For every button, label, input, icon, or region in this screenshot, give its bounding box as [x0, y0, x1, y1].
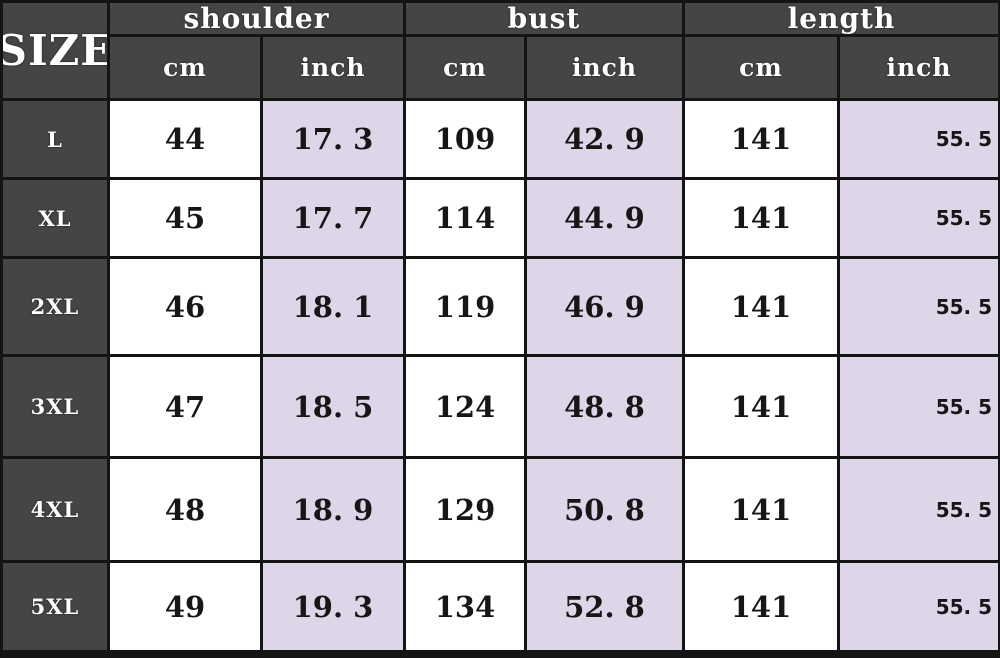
row-label-3xl: 3XL: [3, 357, 107, 456]
cell-4xl-length-inch: 55. 5: [840, 459, 998, 560]
cell-4xl-shoulder-inch: 18. 9: [263, 459, 403, 560]
cell-xl-bust-inch: 44. 9: [527, 180, 682, 256]
cell-3xl-bust-cm: 124: [406, 357, 524, 456]
row-label-2xl: 2XL: [3, 259, 107, 354]
cell-3xl-length-cm: 141: [685, 357, 837, 456]
cell-4xl-bust-inch: 50. 8: [527, 459, 682, 560]
group-header-bust: bust: [406, 3, 682, 34]
cell-xl-bust-cm: 114: [406, 180, 524, 256]
cell-5xl-shoulder-inch: 19. 3: [263, 563, 403, 650]
cell-xl-shoulder-cm: 45: [110, 180, 260, 256]
cell-l-bust-inch: 42. 9: [527, 101, 682, 177]
cell-l-shoulder-inch: 17. 3: [263, 101, 403, 177]
cell-xl-length-inch: 55. 5: [840, 180, 998, 256]
group-header-shoulder: shoulder: [110, 3, 403, 34]
row-label-l: L: [3, 101, 107, 177]
cell-2xl-shoulder-inch: 18. 1: [263, 259, 403, 354]
cell-5xl-bust-cm: 134: [406, 563, 524, 650]
cell-5xl-shoulder-cm: 49: [110, 563, 260, 650]
cell-2xl-bust-cm: 119: [406, 259, 524, 354]
cell-3xl-shoulder-cm: 47: [110, 357, 260, 456]
cell-3xl-bust-inch: 48. 8: [527, 357, 682, 456]
cell-2xl-bust-inch: 46. 9: [527, 259, 682, 354]
row-label-5xl: 5XL: [3, 563, 107, 650]
cell-l-length-cm: 141: [685, 101, 837, 177]
cell-2xl-shoulder-cm: 46: [110, 259, 260, 354]
unit-header-bust-inch: inch: [527, 37, 682, 98]
cell-5xl-length-inch: 55. 5: [840, 563, 998, 650]
unit-header-shoulder-inch: inch: [263, 37, 403, 98]
unit-header-bust-cm: cm: [406, 37, 524, 98]
cell-5xl-length-cm: 141: [685, 563, 837, 650]
cell-2xl-length-inch: 55. 5: [840, 259, 998, 354]
cell-5xl-bust-inch: 52. 8: [527, 563, 682, 650]
cell-4xl-length-cm: 141: [685, 459, 837, 560]
cell-xl-shoulder-inch: 17. 7: [263, 180, 403, 256]
cell-l-bust-cm: 109: [406, 101, 524, 177]
cell-3xl-length-inch: 55. 5: [840, 357, 998, 456]
row-label-xl: XL: [3, 180, 107, 256]
cell-4xl-shoulder-cm: 48: [110, 459, 260, 560]
cell-2xl-length-cm: 141: [685, 259, 837, 354]
unit-header-length-cm: cm: [685, 37, 837, 98]
group-header-length: length: [685, 3, 998, 34]
cell-3xl-shoulder-inch: 18. 5: [263, 357, 403, 456]
unit-header-shoulder-cm: cm: [110, 37, 260, 98]
cell-4xl-bust-cm: 129: [406, 459, 524, 560]
row-label-4xl: 4XL: [3, 459, 107, 560]
corner-header-size: SIZE: [3, 3, 107, 98]
cell-xl-length-cm: 141: [685, 180, 837, 256]
cell-l-shoulder-cm: 44: [110, 101, 260, 177]
unit-header-length-inch: inch: [840, 37, 998, 98]
cell-l-length-inch: 55. 5: [840, 101, 998, 177]
